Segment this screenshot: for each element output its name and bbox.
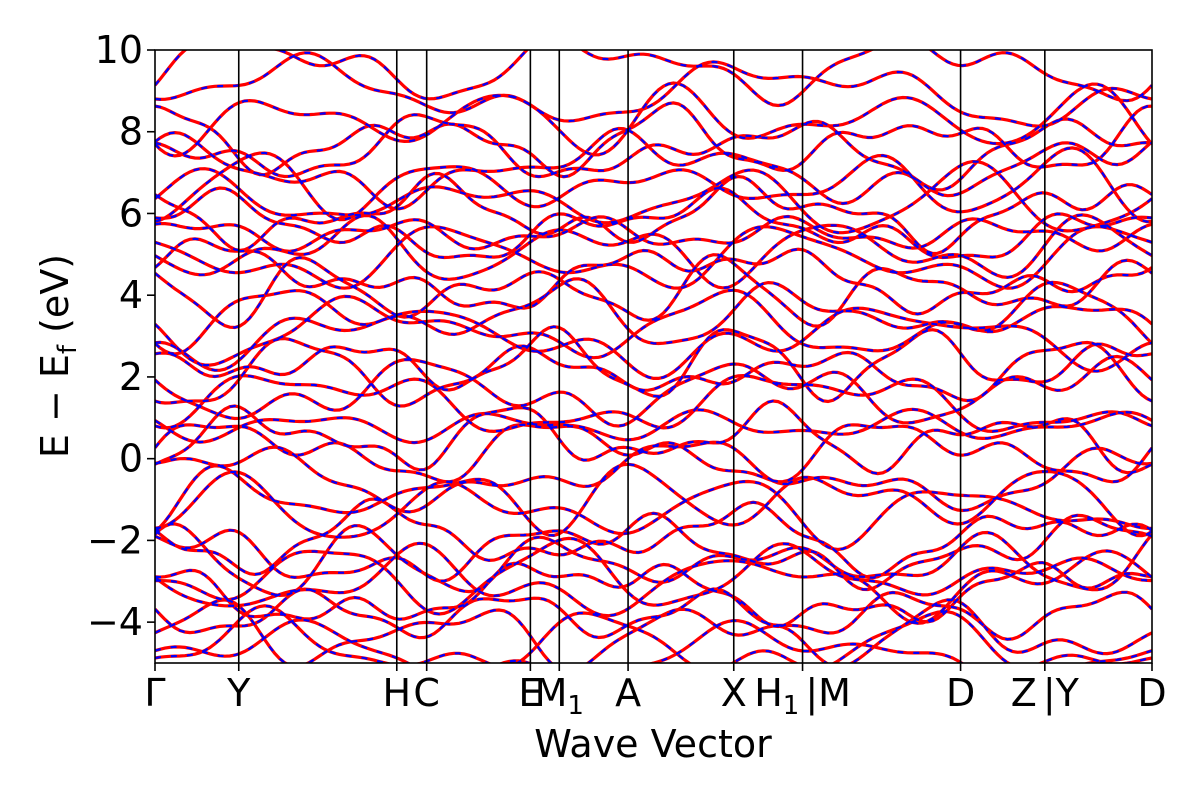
x-tick-label: H1 |M (754, 671, 851, 721)
band-line-blue (155, 355, 1152, 428)
plot-frame (154, 49, 1153, 664)
x-tick-label: D (1137, 671, 1166, 715)
band-line-blue (155, 215, 1152, 253)
band-line-blue (155, 325, 1152, 403)
y-tick-label: 4 (119, 273, 143, 317)
band-line-blue (155, 172, 1152, 255)
x-tick-label-suffix: |Y (1043, 671, 1080, 716)
band-line-red (155, 159, 1152, 235)
y-axis-label: E − Ef (eV) (33, 254, 83, 458)
x-tick-label-main: Γ (144, 671, 165, 715)
x-tick-label-suffix: |M (805, 671, 851, 716)
x-tick-label: A (615, 671, 641, 715)
band-line-blue (155, 512, 1152, 591)
x-tick-label: D (946, 671, 975, 715)
band-line-red (155, 536, 1152, 616)
band-line-blue (155, 423, 1152, 483)
band-line-blue (155, 146, 1152, 223)
x-tick-label-sub: 1 (567, 691, 584, 721)
y-tick-label: 0 (119, 437, 143, 481)
y-tick-label: −2 (87, 518, 143, 562)
band-series-red (155, 50, 1152, 663)
band-line-red (155, 354, 1152, 428)
band-line-blue (155, 50, 1152, 107)
band-line-blue (155, 470, 1152, 551)
band-line-blue (155, 307, 1152, 380)
band-line-blue (155, 127, 1152, 210)
x-tick-label: H (382, 671, 411, 715)
band-line-blue (155, 213, 1152, 290)
x-tick-label-main: A (615, 671, 641, 715)
band-line-blue (155, 497, 1152, 579)
band-line-blue (155, 598, 1152, 663)
x-tick-label-sub: 1 (783, 691, 800, 721)
high-symmetry-lines (237, 50, 1046, 663)
band-line-blue (155, 101, 1152, 178)
band-line-red (155, 522, 1152, 598)
y-axis-label-sub: f (53, 344, 83, 354)
band-line-blue (155, 253, 1152, 329)
x-tick-label: Y (226, 671, 251, 715)
x-tick-label: Γ (144, 671, 165, 715)
x-tick-label-main: D (1137, 671, 1166, 715)
x-tick-label-main: Y (226, 671, 251, 715)
band-line-blue (155, 399, 1152, 475)
x-tick-label: M1 (535, 671, 584, 721)
y-axis-ticks: 10 8 6 4 2 0 −2 −4 (87, 28, 155, 644)
band-line-blue (155, 587, 1152, 641)
y-axis-label-unit: (eV) (33, 254, 77, 345)
band-line-blue (155, 337, 1152, 408)
x-tick-label-main: Z (1011, 671, 1037, 715)
y-tick-label: 6 (119, 191, 143, 235)
x-tick-label: C (413, 671, 440, 715)
band-line-blue (155, 463, 1152, 537)
band-line-blue (155, 289, 1152, 367)
band-line-blue (155, 618, 1152, 663)
band-line-blue (155, 604, 1152, 663)
x-tick-label-main: C (413, 671, 440, 715)
band-line-blue (155, 113, 1152, 192)
x-tick-label-main: H (754, 671, 783, 715)
band-line-blue (155, 51, 1152, 128)
y-tick-label: 2 (119, 355, 143, 399)
y-axis-label-main: E − E (33, 354, 77, 458)
band-line-blue (155, 408, 1152, 444)
x-tick-label: Z |Y (1011, 671, 1080, 716)
band-line-red (155, 237, 1152, 316)
x-tick-label-main: M (535, 671, 568, 715)
x-axis-label: Wave Vector (534, 722, 772, 766)
band-line-blue (155, 277, 1152, 356)
x-tick-label: E (518, 671, 542, 715)
x-tick-label: X (721, 671, 747, 715)
band-line-blue (155, 374, 1152, 433)
band-line-blue (155, 225, 1152, 290)
y-tick-label: 8 (119, 110, 143, 154)
band-line-blue (155, 542, 1152, 625)
x-tick-label-main: D (946, 671, 975, 715)
band-line-blue (155, 81, 1152, 158)
band-series-blue (155, 50, 1152, 663)
x-tick-label-main: H (382, 671, 411, 715)
band-line-red (155, 560, 1152, 629)
x-axis-ticks: Γ Y H C EM1 A X H1 |M D Z |Y D (144, 663, 1167, 721)
y-tick-label: 10 (95, 28, 143, 72)
x-tick-label-main: X (721, 671, 747, 715)
y-tick-label: −4 (87, 600, 143, 644)
band-line-red (155, 587, 1152, 641)
band-line-blue (155, 522, 1152, 597)
x-tick-label-main: E (518, 671, 542, 715)
